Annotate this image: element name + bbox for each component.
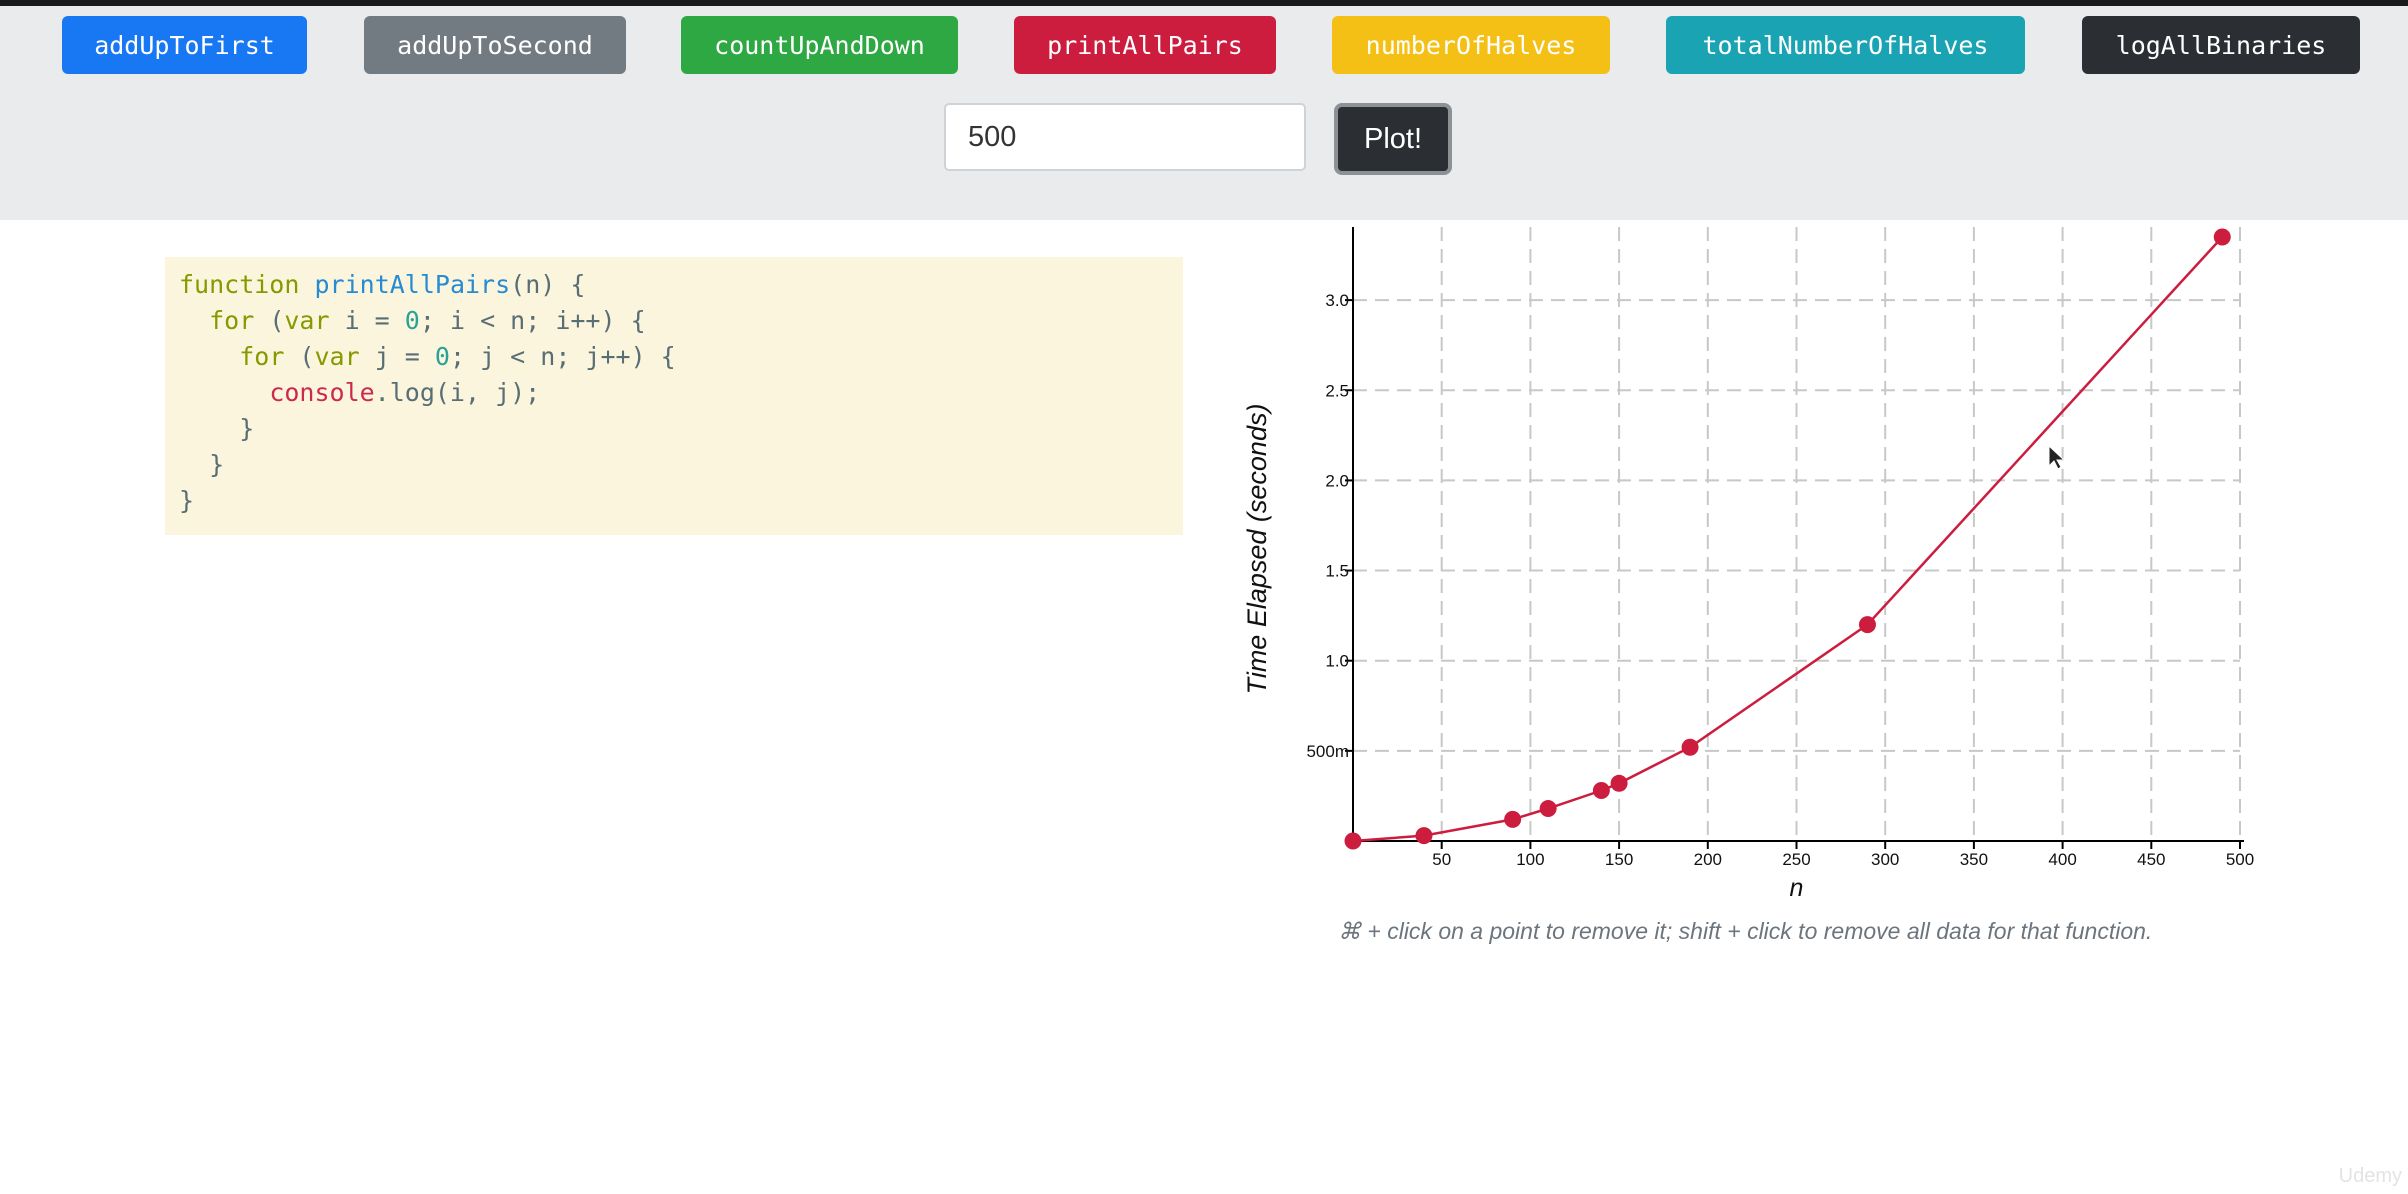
y-axis-label: Time Elapsed (seconds) — [1242, 404, 1272, 695]
printAllPairs-button[interactable]: printAllPairs — [1014, 16, 1276, 74]
code-block: function printAllPairs(n) { for (var i =… — [165, 257, 1183, 535]
logAllBinaries-button[interactable]: logAllBinaries — [2082, 16, 2360, 74]
x-tick-label: 50 — [1432, 850, 1451, 869]
y-tick-label: 1.0 — [1325, 652, 1349, 671]
code-line: } — [179, 411, 1169, 447]
data-point[interactable] — [1858, 616, 1876, 634]
code-line: function printAllPairs(n) { — [179, 267, 1169, 303]
data-point[interactable] — [1592, 782, 1610, 800]
x-tick-label: 350 — [1960, 850, 1988, 869]
y-tick-label: 1.5 — [1325, 562, 1349, 581]
data-point[interactable] — [1610, 774, 1628, 792]
numberOfHalves-button[interactable]: numberOfHalves — [1332, 16, 1610, 74]
watermark: Udemy — [2338, 1165, 2402, 1187]
code-token: 0 — [434, 342, 450, 371]
chart-grid — [1353, 227, 2241, 841]
code-token: } — [179, 486, 195, 515]
x-tick-label: 500 — [2226, 850, 2254, 869]
code-line: } — [179, 483, 1169, 519]
code-token: for — [209, 306, 255, 335]
code-token: function — [179, 270, 300, 299]
y-tick-label: 500m — [1306, 742, 1349, 761]
code-token: (n) { — [510, 270, 586, 299]
code-token: ; i < n; i++) { — [419, 306, 646, 335]
code-line: console.log(i, j); — [179, 375, 1169, 411]
code-token: 0 — [404, 306, 420, 335]
x-tick-label: 450 — [2137, 850, 2165, 869]
function-toolbar: addUpToFirst addUpToSecond countUpAndDow… — [0, 0, 2408, 220]
plot-button[interactable]: Plot! — [1334, 103, 1452, 175]
x-tick-label: 150 — [1605, 850, 1633, 869]
x-tick-label: 250 — [1782, 850, 1810, 869]
chart-labels: 50 100 150 200 250 300 350 400 450 500 500m 1.0 1.5 2… — [1242, 291, 2254, 902]
n-input[interactable] — [944, 103, 1306, 171]
mouse-cursor-icon — [2048, 444, 2066, 470]
y-tick-label: 3.0 — [1325, 291, 1349, 310]
code-token: ( — [284, 342, 315, 371]
time-elapsed-chart: 50 100 150 200 250 300 350 400 450 500 500m 1.0 1.5 2… — [1242, 227, 2254, 902]
chart-axes — [1345, 227, 2244, 849]
data-point[interactable] — [1539, 800, 1557, 818]
code-line: } — [179, 447, 1169, 483]
code-token: console — [269, 378, 375, 407]
code-token: j = — [359, 342, 435, 371]
data-point[interactable] — [1681, 738, 1699, 756]
code-token: for — [239, 342, 285, 371]
code-token: } — [209, 450, 225, 479]
y-tick-label: 2.5 — [1325, 381, 1349, 400]
data-point[interactable] — [1344, 832, 1362, 850]
totalNumberOfHalves-button[interactable]: totalNumberOfHalves — [1666, 16, 2025, 74]
code-token: ( — [254, 306, 285, 335]
code-token: var — [284, 306, 330, 335]
code-token: } — [239, 414, 255, 443]
data-point[interactable] — [1415, 827, 1433, 845]
chart-points[interactable] — [1344, 228, 2231, 850]
data-point[interactable] — [1504, 810, 1522, 828]
countUpAndDown-button[interactable]: countUpAndDown — [681, 16, 958, 74]
code-token: .log(i, j); — [374, 378, 541, 407]
x-axis-label: n — [1790, 874, 1804, 902]
code-line: for (var i = 0; i < n; i++) { — [179, 303, 1169, 339]
x-tick-label: 400 — [2048, 850, 2076, 869]
y-tick-label: 2.0 — [1325, 471, 1349, 490]
code-line: for (var j = 0; j < n; j++) { — [179, 339, 1169, 375]
x-tick-label: 200 — [1694, 850, 1722, 869]
code-token: ; j < n; j++) { — [449, 342, 676, 371]
addUpToSecond-button[interactable]: addUpToSecond — [364, 16, 626, 74]
addUpToFirst-button[interactable]: addUpToFirst — [62, 16, 307, 74]
data-point[interactable] — [2213, 228, 2231, 246]
chart-hint: ⌘ + click on a point to remove it; shift… — [1338, 918, 2153, 944]
x-tick-label: 300 — [1871, 850, 1899, 869]
x-tick-label: 100 — [1516, 850, 1544, 869]
code-token: i = — [329, 306, 405, 335]
code-token: printAllPairs — [314, 270, 511, 299]
code-token: var — [314, 342, 360, 371]
